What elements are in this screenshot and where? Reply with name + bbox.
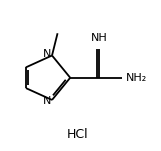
Text: NH: NH <box>91 33 108 43</box>
Text: N: N <box>43 96 52 106</box>
Text: HCl: HCl <box>66 128 88 141</box>
Text: N: N <box>43 49 52 59</box>
Text: NH₂: NH₂ <box>126 73 147 83</box>
